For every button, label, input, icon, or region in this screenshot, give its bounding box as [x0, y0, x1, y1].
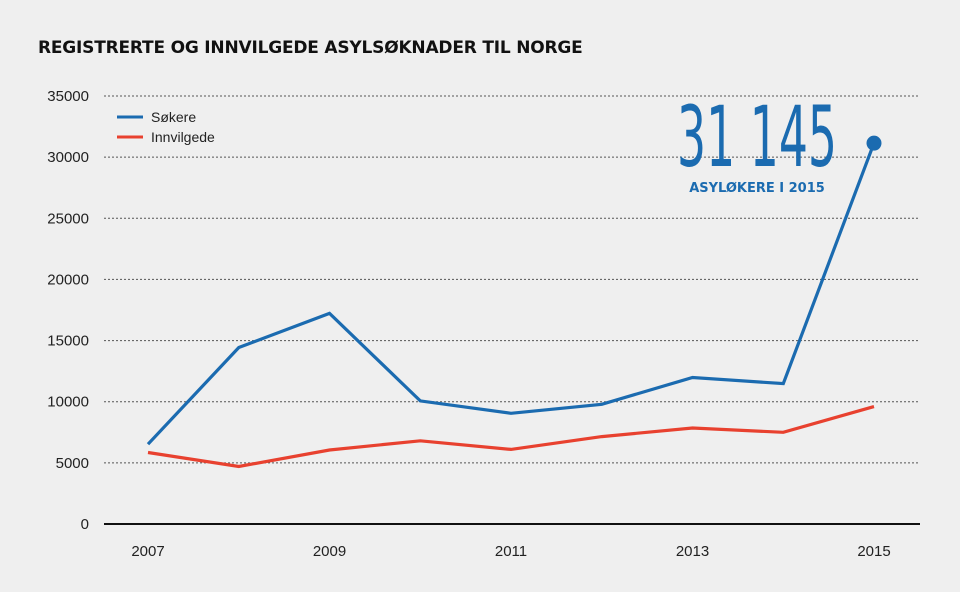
x-tick-label-2007: 2007 [131, 543, 164, 560]
x-axis-ticks: 2007 2009 2011 2013 2015 [131, 543, 890, 560]
highlight-point-2015 [866, 135, 882, 151]
x-tick-label-2009: 2009 [313, 543, 346, 560]
y-tick-label-15000: 15000 [47, 333, 89, 350]
x-tick-label-2015: 2015 [857, 543, 890, 560]
x-tick-label-2013: 2013 [676, 543, 709, 560]
legend: Søkere Innvilgede [117, 109, 215, 145]
y-tick-label-35000: 35000 [47, 88, 89, 105]
y-tick-label-25000: 25000 [47, 210, 89, 227]
series-line-innvilgede [147, 405, 875, 469]
annotation-caption: ASYLØKERE I 2015 [689, 181, 825, 196]
highlight-annotation: 31 145 ASYLØKERE I 2015 [677, 88, 837, 196]
y-tick-label-20000: 20000 [47, 271, 89, 288]
y-tick-label-10000: 10000 [47, 394, 89, 411]
legend-label-sokere: Søkere [151, 109, 196, 125]
gridlines [104, 95, 920, 464]
legend-label-innvilgede: Innvilgede [151, 129, 215, 145]
chart-title: REGISTRERTE OG INNVILGEDE ASYLSØKNADER T… [38, 38, 583, 58]
annotation-value: 31 145 [677, 88, 837, 186]
y-tick-label-30000: 30000 [47, 149, 89, 166]
y-tick-label-5000: 5000 [56, 455, 89, 472]
series-lines [146, 135, 882, 469]
x-tick-label-2011: 2011 [495, 543, 527, 560]
y-axis-ticks: 0 5000 10000 15000 20000 25000 30000 35000 [47, 88, 89, 533]
series-line-sokere [146, 142, 876, 446]
y-tick-label-0: 0 [81, 516, 89, 533]
